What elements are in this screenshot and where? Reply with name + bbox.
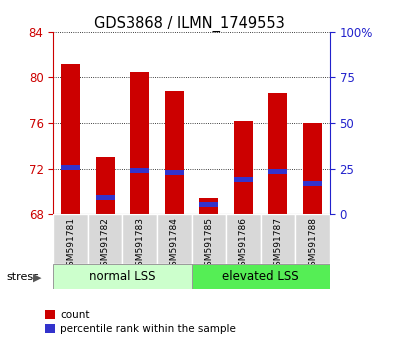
- Bar: [122, 214, 157, 264]
- Bar: [61, 64, 80, 214]
- Bar: [165, 170, 184, 176]
- Bar: [88, 214, 122, 264]
- Bar: [303, 181, 322, 186]
- Bar: [226, 214, 261, 264]
- Bar: [61, 165, 80, 170]
- Text: stress: stress: [6, 272, 39, 282]
- Text: GSM591787: GSM591787: [273, 217, 282, 272]
- Text: normal LSS: normal LSS: [89, 270, 156, 283]
- Bar: [234, 177, 253, 182]
- Bar: [96, 157, 115, 214]
- Bar: [269, 169, 288, 174]
- Text: GSM591788: GSM591788: [308, 217, 317, 272]
- Bar: [261, 214, 295, 264]
- Bar: [130, 168, 149, 173]
- Bar: [192, 214, 226, 264]
- Text: GSM591781: GSM591781: [66, 217, 75, 272]
- Text: elevated LSS: elevated LSS: [222, 270, 299, 283]
- Bar: [199, 198, 218, 214]
- Text: GSM591786: GSM591786: [239, 217, 248, 272]
- Bar: [295, 214, 330, 264]
- Bar: [165, 91, 184, 214]
- Legend: count, percentile rank within the sample: count, percentile rank within the sample: [45, 310, 236, 334]
- Bar: [130, 72, 149, 214]
- Text: GDS3868 / ILMN_1749553: GDS3868 / ILMN_1749553: [94, 16, 285, 32]
- Text: GSM591782: GSM591782: [101, 217, 110, 272]
- Bar: [269, 93, 288, 214]
- Bar: [303, 123, 322, 214]
- Text: ▶: ▶: [33, 273, 41, 282]
- Bar: [199, 202, 218, 207]
- Text: GSM591784: GSM591784: [170, 217, 179, 272]
- Bar: [192, 264, 330, 289]
- Bar: [157, 214, 192, 264]
- Text: GSM591783: GSM591783: [135, 217, 144, 272]
- Bar: [53, 214, 88, 264]
- Text: GSM591785: GSM591785: [204, 217, 213, 272]
- Bar: [53, 264, 192, 289]
- Bar: [96, 195, 115, 200]
- Bar: [234, 121, 253, 214]
